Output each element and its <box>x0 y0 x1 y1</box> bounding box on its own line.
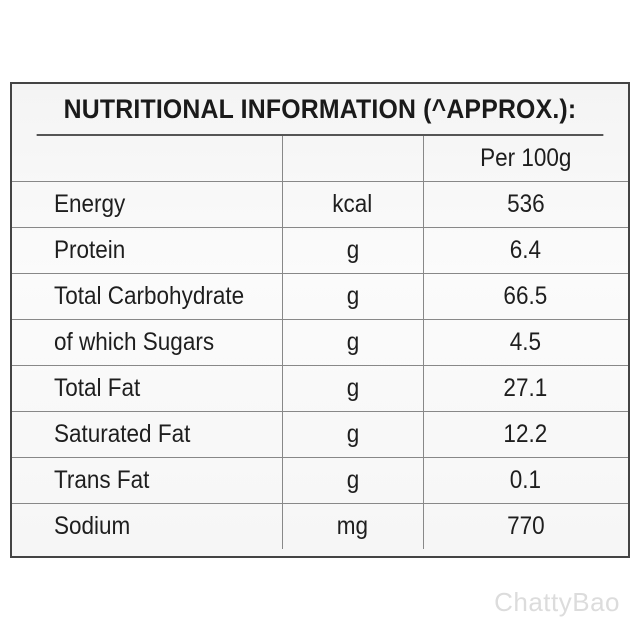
table-row: of which Sugars g 4.5 <box>12 319 628 366</box>
nutrient-name: Sodium <box>12 503 283 549</box>
nutrition-table: Per 100g Energy kcal 536 Protein g 6.4 T… <box>12 136 628 549</box>
unit-label: g <box>346 466 359 494</box>
nutrient-label: Total Carbohydrate <box>54 282 245 310</box>
nutrient-label: Trans Fat <box>54 466 150 494</box>
value-label: 770 <box>506 512 545 540</box>
unit-label: mg <box>336 512 369 540</box>
nutrition-panel: NUTRITIONAL INFORMATION (^APPROX.): Per … <box>10 82 630 558</box>
nutrient-unit: g <box>282 227 424 274</box>
nutrient-label: Saturated Fat <box>54 420 191 448</box>
table-row: Sodium mg 770 <box>12 503 628 550</box>
value-label: 6.4 <box>510 236 542 264</box>
nutrient-name: Total Carbohydrate <box>12 273 283 320</box>
header-unit-cell <box>282 136 424 182</box>
nutrient-value: 0.1 <box>423 457 628 504</box>
nutrient-label: Sodium <box>54 512 131 540</box>
nutrient-unit: mg <box>282 503 424 549</box>
per-100g-label: Per 100g <box>480 144 572 172</box>
unit-label: g <box>346 328 359 356</box>
nutrient-value: 66.5 <box>423 273 628 320</box>
value-label: 12.2 <box>503 420 548 448</box>
nutrient-unit: g <box>282 365 424 412</box>
nutrient-name: Saturated Fat <box>12 411 283 458</box>
nutrient-name: Protein <box>12 227 283 274</box>
nutrient-value: 27.1 <box>423 365 628 412</box>
nutrient-value: 770 <box>423 504 628 550</box>
unit-label: g <box>346 236 359 264</box>
value-label: 27.1 <box>503 374 548 402</box>
panel-title: NUTRITIONAL INFORMATION (^APPROX.): <box>36 84 604 136</box>
unit-label: kcal <box>332 190 373 218</box>
nutrient-label: Total Fat <box>54 374 141 402</box>
nutrient-unit: g <box>282 411 424 458</box>
nutrient-unit: g <box>282 457 424 504</box>
table-row: Trans Fat g 0.1 <box>12 457 628 504</box>
table-row: Protein g 6.4 <box>12 227 628 274</box>
nutrient-label: Energy <box>54 190 126 218</box>
table-header-row: Per 100g <box>12 136 628 182</box>
table-row: Energy kcal 536 <box>12 181 628 228</box>
watermark-text: ChattyBao <box>494 587 620 617</box>
unit-label: g <box>346 374 359 402</box>
nutrient-value: 4.5 <box>423 319 628 366</box>
unit-label: g <box>346 420 359 448</box>
value-label: 4.5 <box>510 328 542 356</box>
nutrient-name: of which Sugars <box>12 319 283 366</box>
nutrient-unit: g <box>282 319 424 366</box>
nutrient-value: 6.4 <box>423 227 628 274</box>
nutrient-name: Total Fat <box>12 365 283 412</box>
nutrient-unit: g <box>282 273 424 320</box>
header-name-cell <box>12 136 283 182</box>
header-value-cell: Per 100g <box>423 136 628 182</box>
nutrient-unit: kcal <box>282 181 424 228</box>
table-row: Total Fat g 27.1 <box>12 365 628 412</box>
unit-label: g <box>346 282 359 310</box>
value-label: 536 <box>506 190 545 218</box>
value-label: 66.5 <box>503 282 548 310</box>
nutrient-name: Trans Fat <box>12 457 283 504</box>
nutrient-label: of which Sugars <box>54 328 215 356</box>
table-row: Total Carbohydrate g 66.5 <box>12 273 628 320</box>
nutrient-value: 12.2 <box>423 411 628 458</box>
nutrient-name: Energy <box>12 181 283 228</box>
nutrient-value: 536 <box>423 181 628 228</box>
value-label: 0.1 <box>510 466 542 494</box>
nutrient-label: Protein <box>54 236 126 264</box>
table-row: Saturated Fat g 12.2 <box>12 411 628 458</box>
